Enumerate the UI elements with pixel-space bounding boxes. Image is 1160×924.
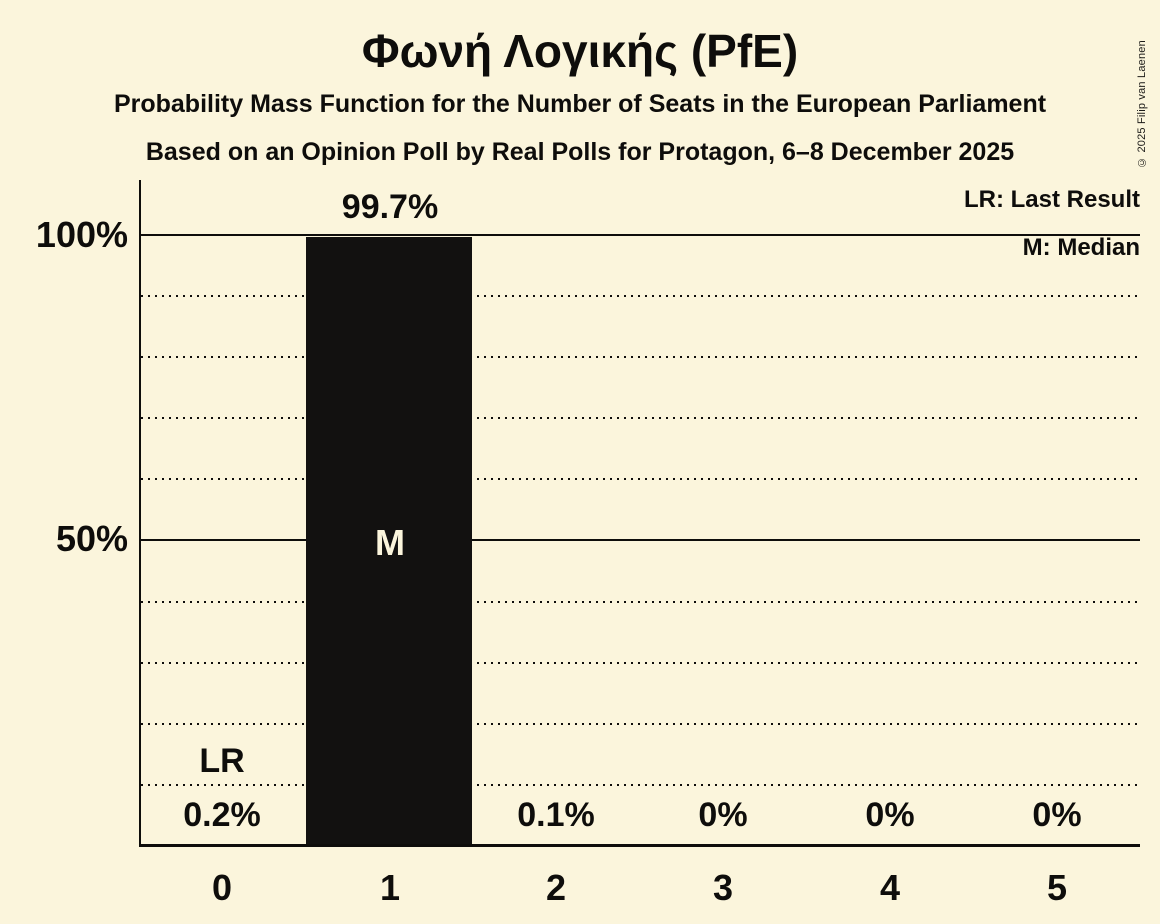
gridline-60 — [141, 478, 1140, 480]
x-tick-4: 4 — [879, 867, 901, 908]
last-result-marker: LR — [199, 742, 245, 780]
legend-last-result: LR: Last Result — [963, 186, 1140, 213]
x-tick-2: 2 — [545, 867, 567, 908]
gridline-100 — [139, 234, 1140, 236]
x-tick-1: 1 — [379, 867, 401, 908]
value-label-seat-4: 0% — [865, 796, 915, 834]
y-axis-line — [139, 180, 141, 847]
copyright-note: © 2025 Filip van Laenen — [1136, 40, 1148, 168]
gridline-90 — [141, 295, 1140, 297]
gridline-20 — [141, 723, 1140, 725]
bars-container — [139, 235, 1140, 845]
bar-seat-1 — [306, 236, 472, 845]
value-label-seat-5: 0% — [1032, 796, 1082, 834]
gridline-80 — [141, 356, 1140, 358]
gridline-40 — [141, 601, 1140, 603]
gridline-30 — [141, 662, 1140, 664]
gridline-10 — [141, 784, 1140, 786]
x-axis-line — [139, 844, 1140, 847]
value-label-seat-2: 0.1% — [517, 796, 595, 834]
gridline-50 — [139, 539, 1140, 541]
value-label-seat-3: 0% — [698, 796, 748, 834]
gridline-70 — [141, 417, 1140, 419]
page-title: Φωνή Λογικής (PfE) — [361, 25, 799, 77]
value-label-seat-0: 0.2% — [183, 796, 261, 834]
median-marker: M — [375, 522, 405, 563]
y-axis-label-50: 50% — [55, 518, 128, 559]
x-tick-3: 3 — [712, 867, 734, 908]
legend-median: M: Median — [1022, 234, 1140, 261]
x-tick-5: 5 — [1046, 867, 1068, 908]
y-axis-label-100: 100% — [35, 214, 128, 255]
value-label-seat-1: 99.7% — [341, 188, 439, 226]
x-tick-0: 0 — [211, 867, 233, 908]
chart-subtitle-pmf: Probability Mass Function for the Number… — [113, 90, 1047, 118]
chart-subtitle-poll: Based on an Opinion Poll by Real Polls f… — [145, 138, 1015, 166]
